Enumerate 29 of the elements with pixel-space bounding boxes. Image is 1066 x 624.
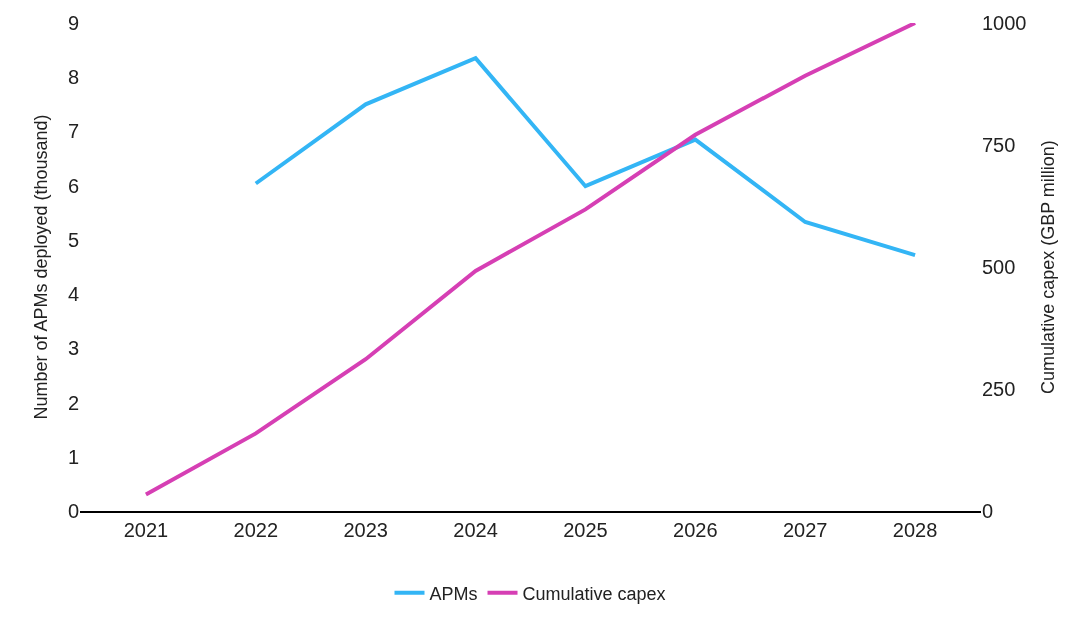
y-tick-label: 0 bbox=[67, 500, 79, 522]
y2-tick-label: 250 bbox=[982, 378, 1016, 400]
y-tick-label: 7 bbox=[67, 120, 79, 143]
legend-label: APMs bbox=[429, 583, 478, 604]
y2-tick-label: 0 bbox=[982, 500, 994, 522]
x-tick-label: 2026 bbox=[673, 518, 718, 541]
x-tick-label: 2023 bbox=[343, 518, 388, 541]
legend-label: Cumulative capex bbox=[522, 583, 666, 604]
x-tick-label: 2025 bbox=[563, 518, 608, 541]
y-tick-label: 9 bbox=[67, 12, 79, 34]
y-tick-label: 3 bbox=[67, 337, 79, 360]
x-tick-label: 2028 bbox=[892, 518, 938, 541]
y-tick-label: 6 bbox=[67, 174, 79, 197]
y-tick-label: 4 bbox=[67, 283, 79, 306]
y2-axis-title: Cumulative capex (GBP million) bbox=[1037, 140, 1058, 394]
line-series bbox=[143, 23, 918, 497]
y-tick-label: 1 bbox=[67, 445, 79, 468]
y2-tick-label: 750 bbox=[982, 134, 1016, 156]
y-axis-title: Number of APMs deployed (thousand) bbox=[31, 114, 52, 420]
y-tick-label: 2 bbox=[67, 391, 79, 414]
y2-tick-label: 1000 bbox=[982, 12, 1027, 34]
y2-tick-label: 500 bbox=[982, 256, 1016, 278]
y-tick-label: 8 bbox=[67, 66, 79, 89]
line-series bbox=[253, 56, 918, 258]
x-tick-label: 2022 bbox=[233, 518, 279, 541]
x-tick-label: 2027 bbox=[782, 518, 828, 541]
x-tick-label: 2024 bbox=[453, 518, 498, 541]
x-tick-label: 2021 bbox=[123, 518, 169, 541]
y-tick-label: 5 bbox=[67, 228, 79, 251]
